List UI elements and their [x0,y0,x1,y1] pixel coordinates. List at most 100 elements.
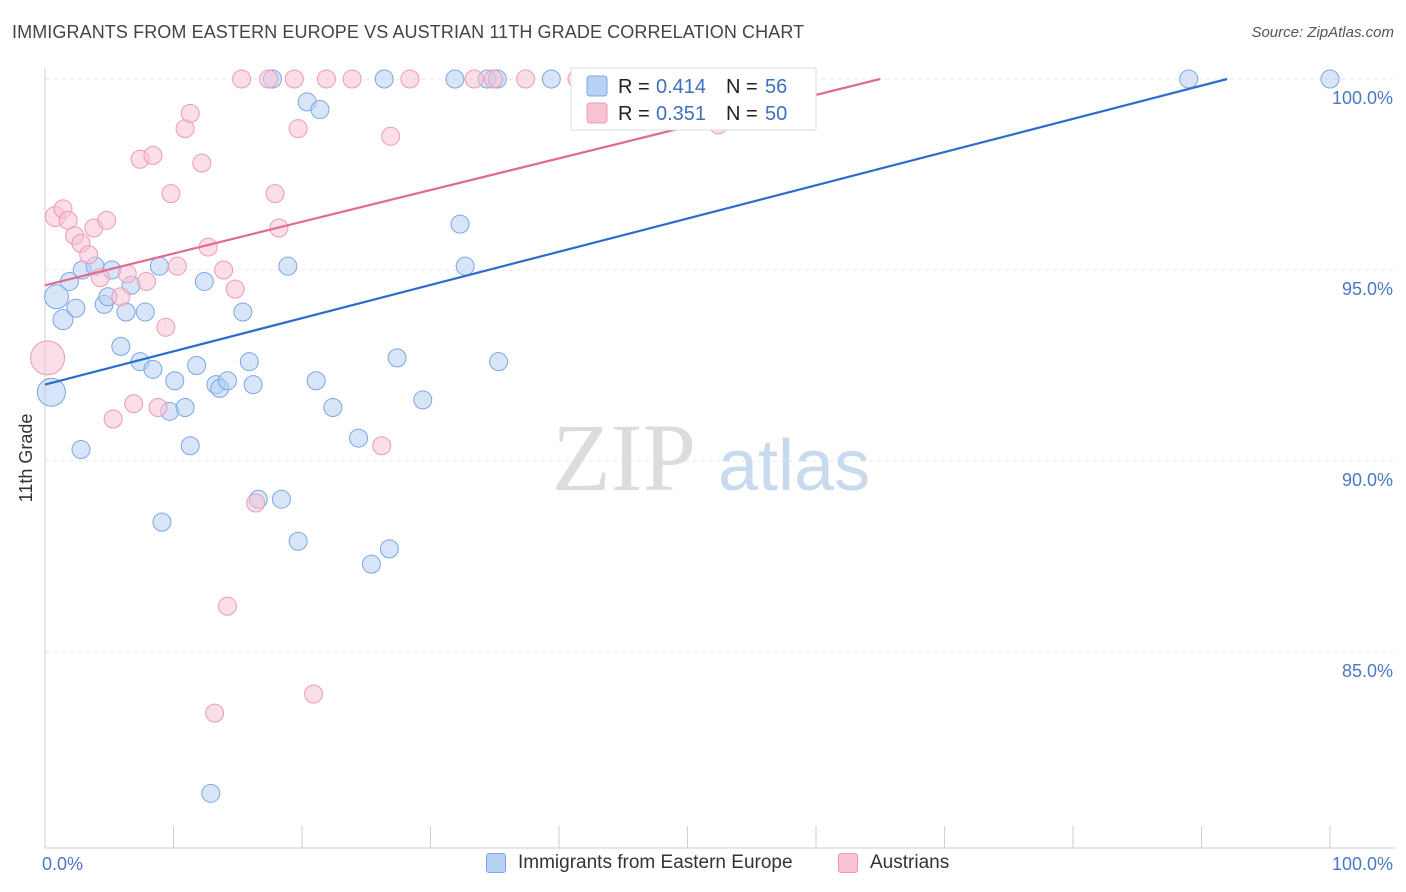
point-series-1-22 [180,103,200,123]
point-series-1-36 [304,684,324,704]
point-series-1-17 [148,398,168,418]
y-tick-label-1: 90.0% [1342,470,1393,490]
stats-legend-r-label-0: R = [618,76,650,98]
y-tick-labels: 85.0% 90.0% 95.0% 100.0% [1332,88,1393,681]
point-series-1-42 [464,69,484,89]
stats-legend-box [570,67,817,131]
trend-line-series-0 [44,77,1228,386]
point-series-1-27 [217,596,237,616]
point-series-0-54 [1179,69,1199,89]
point-series-0-25 [201,783,221,803]
series-legend: Immigrants from Eastern Europe Austrians [0,852,1406,878]
stats-legend-swatch-eastern-europe [586,75,608,97]
legend-item-austrians[interactable]: Austrians [838,852,949,874]
point-series-0-34 [271,489,291,509]
y-tick-label-3: 100.0% [1332,88,1393,108]
point-series-0-0 [36,377,66,407]
stats-legend-n-label-0: N = [726,76,758,98]
point-series-0-53 [541,69,561,89]
point-series-0-38 [306,371,326,391]
point-series-0-35 [278,256,298,276]
point-series-0-2 [52,309,74,331]
y-tick-label-2: 95.0% [1342,279,1393,299]
point-series-0-49 [455,256,475,276]
point-series-0-28 [217,371,237,391]
point-series-1-18 [156,317,176,337]
point-series-0-21 [175,398,195,418]
point-series-1-44 [516,69,536,89]
legend-label-austrians: Austrians [870,852,950,873]
y-axis-label: 11th Grade [16,414,36,503]
point-series-1-29 [232,69,252,89]
point-series-0-4 [66,298,86,318]
point-series-1-23 [192,153,212,173]
point-series-1-11 [111,287,131,307]
stats-legend: R = 0.414 N = 56 R = 0.351 N = 50 [570,67,817,131]
point-series-0-1 [44,284,70,310]
point-series-0-11 [111,336,131,356]
stats-legend-n-label-1: N = [726,103,758,125]
point-series-1-0 [30,340,66,376]
point-series-1-6 [79,245,99,265]
point-series-0-22 [180,436,200,456]
point-series-0-45 [387,348,407,368]
point-series-0-31 [243,375,263,395]
point-series-1-13 [124,394,144,414]
point-series-1-41 [372,436,392,456]
point-series-0-29 [233,302,253,322]
point-series-0-17 [149,256,169,276]
point-series-0-23 [187,356,207,375]
point-series-0-18 [152,512,172,532]
chart-source: Source: ZipAtlas.com [1251,24,1394,41]
point-series-1-25 [205,703,225,723]
x-tick-label-min: 0.0% [42,854,83,874]
point-series-0-40 [323,398,343,418]
point-series-0-5 [71,440,91,460]
point-series-0-30 [239,352,259,372]
point-series-1-28 [225,279,245,299]
point-series-1-26 [214,260,234,280]
point-series-1-20 [167,256,187,276]
point-series-1-31 [259,69,279,89]
point-series-0-44 [379,539,399,559]
point-series-1-40 [400,69,420,89]
data-points [30,69,1340,803]
point-series-0-47 [445,69,465,89]
point-series-1-35 [288,119,308,139]
point-series-0-52 [489,352,509,372]
point-series-0-20 [165,371,185,391]
chart-title: IMMIGRANTS FROM EASTERN EUROPE VS AUSTRI… [12,22,805,42]
point-series-1-39 [381,126,401,146]
point-series-1-10 [103,409,123,429]
point-series-0-42 [361,554,381,574]
point-series-0-16 [143,359,163,379]
axes [44,68,1395,849]
stats-legend-r-value-1: 0.351 [656,103,706,125]
point-series-0-15 [135,302,155,322]
point-series-0-48 [450,214,470,234]
legend-item-eastern-europe[interactable]: Immigrants from Eastern Europe [486,852,793,874]
y-tick-label-0: 85.0% [1342,661,1393,681]
point-series-0-43 [374,69,394,89]
point-series-1-30 [246,493,266,513]
watermark-zip: ZIP [552,404,696,511]
point-series-1-32 [265,184,285,204]
point-series-1-43 [483,69,503,89]
point-series-1-9 [97,210,117,230]
point-series-1-38 [342,69,362,89]
stats-legend-r-value-0: 0.414 [656,76,706,98]
point-series-1-15 [137,271,157,291]
stats-legend-n-value-0: 56 [765,76,787,98]
point-series-1-19 [161,184,181,204]
legend-swatch-austrians [838,853,858,873]
point-series-0-41 [349,428,369,448]
legend-swatch-eastern-europe [486,853,506,873]
stats-legend-n-value-1: 50 [765,103,787,125]
stats-legend-r-label-1: R = [618,103,650,125]
point-series-0-39 [310,100,330,120]
point-series-1-34 [284,69,304,89]
point-series-1-16 [143,145,163,165]
legend-label-eastern-europe: Immigrants from Eastern Europe [518,852,793,873]
point-series-1-37 [316,69,336,89]
